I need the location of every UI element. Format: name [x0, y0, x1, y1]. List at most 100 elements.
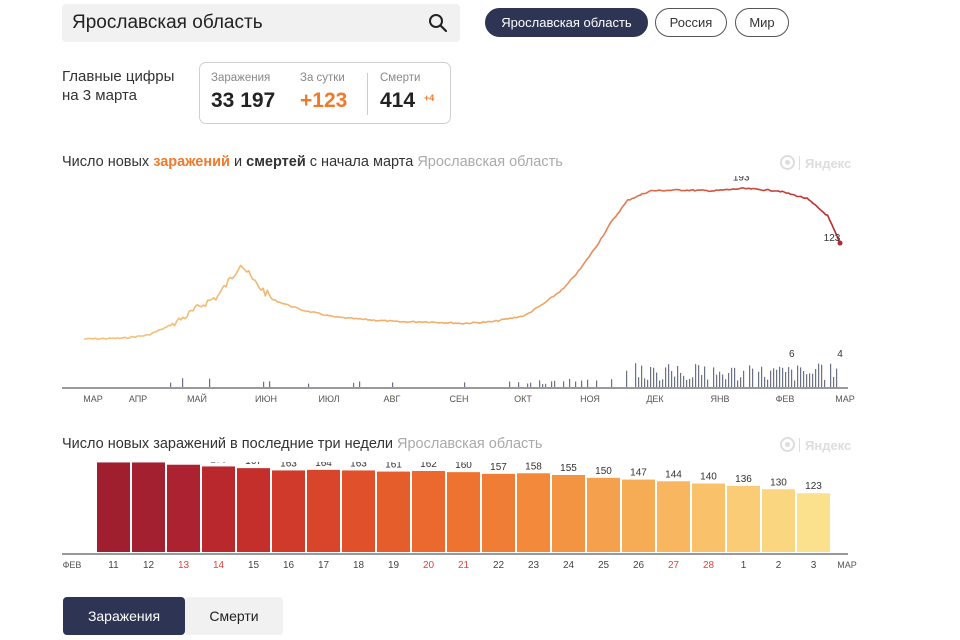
day-bar[interactable]: [587, 477, 620, 552]
day-bar[interactable]: [447, 472, 480, 552]
death-annotation-label: 4: [837, 349, 843, 360]
day-bar[interactable]: [272, 470, 305, 552]
death-bar: [692, 377, 694, 387]
death-bar: [719, 371, 721, 387]
death-bar: [308, 383, 310, 387]
day-bar[interactable]: [412, 471, 445, 552]
bar-day-label: 22: [493, 560, 505, 571]
infections-line: [84, 187, 841, 341]
death-bar: [650, 366, 652, 387]
day-bar[interactable]: [727, 485, 760, 552]
day-bar[interactable]: [237, 468, 270, 552]
death-bar: [509, 381, 511, 387]
death-bar: [758, 371, 760, 387]
deaths-delta: +4: [424, 93, 435, 103]
day-bar[interactable]: [132, 462, 165, 552]
death-bar: [626, 370, 628, 387]
death-bar: [737, 380, 739, 387]
day-bar[interactable]: [517, 473, 550, 552]
infections-label: Заражения: [211, 72, 271, 84]
death-bar: [734, 367, 736, 387]
death-bar: [596, 380, 598, 387]
day-bar[interactable]: [307, 469, 340, 552]
day-bar[interactable]: [622, 479, 655, 552]
death-bar: [668, 364, 670, 387]
tab-deaths[interactable]: Смерти: [185, 597, 283, 635]
death-bar: [767, 379, 769, 387]
death-bar: [779, 366, 781, 387]
bar-day-label: 18: [353, 560, 365, 571]
x-tick-label: ИЮЛ: [318, 394, 339, 404]
x-tick-label: АПР: [129, 394, 147, 404]
day-bar[interactable]: [657, 481, 690, 552]
bar-day-label: 13: [178, 560, 190, 571]
region-search[interactable]: Ярославская область: [62, 4, 460, 42]
region-button-russia[interactable]: Россия: [655, 8, 727, 37]
bar-day-label: 28: [703, 560, 715, 571]
bar-day-label: 15: [248, 560, 260, 571]
bar-day-label: 20: [423, 560, 435, 571]
death-bar: [770, 370, 772, 387]
death-bar: [689, 378, 691, 387]
bar-day-label: 26: [633, 560, 645, 571]
death-bar: [644, 378, 646, 387]
death-bar: [464, 382, 466, 387]
death-bar: [686, 379, 688, 387]
death-bar: [797, 365, 799, 387]
death-bar: [803, 370, 805, 387]
three-week-bar-chart: 1771771731701671631641631611621601571581…: [62, 462, 857, 571]
death-bar: [707, 379, 709, 387]
bar-value-label: 144: [665, 469, 682, 480]
bar-day-label: 23: [528, 560, 540, 571]
death-bar: [818, 363, 820, 387]
search-icon[interactable]: [428, 13, 448, 33]
x-tick-label: НОЯ: [580, 394, 600, 404]
bar-value-label: 147: [630, 468, 647, 479]
death-bar: [653, 367, 655, 387]
day-bar[interactable]: [692, 483, 725, 552]
bar-chart-region: Ярославская область: [397, 436, 543, 452]
day-bar[interactable]: [762, 489, 795, 552]
death-bar: [569, 378, 571, 387]
bar-day-label: 27: [668, 560, 680, 571]
death-bar: [554, 380, 556, 387]
death-bar: [815, 368, 817, 387]
region-button-world[interactable]: Мир: [735, 8, 789, 37]
day-bar[interactable]: [167, 464, 200, 552]
death-bar: [575, 381, 577, 387]
death-bar: [833, 376, 835, 387]
day-bar[interactable]: [97, 462, 130, 552]
day-bar[interactable]: [797, 493, 830, 552]
day-bar[interactable]: [342, 470, 375, 552]
death-bar: [638, 377, 640, 387]
death-bar: [641, 365, 643, 387]
death-bar: [743, 370, 745, 387]
line-chart-region: Ярославская область: [417, 154, 563, 170]
death-bar: [587, 379, 589, 387]
summary-stats: Заражения 33 197 За сутки +123 Смерти 41…: [199, 62, 451, 124]
death-bar: [677, 365, 679, 387]
death-bar: [659, 380, 661, 387]
bar-day-label: 17: [318, 560, 330, 571]
day-bar[interactable]: [482, 473, 515, 552]
day-bar[interactable]: [552, 474, 585, 552]
tab-infections[interactable]: Заражения: [63, 597, 185, 635]
death-bar: [635, 363, 637, 387]
line-chart-title: Число новых заражений и смертей с начала…: [62, 154, 563, 170]
day-bar[interactable]: [202, 466, 235, 552]
bar-day-label: 12: [143, 560, 155, 571]
bar-day-label: 11: [108, 560, 119, 571]
deaths-value: 414: [380, 89, 416, 112]
search-input[interactable]: Ярославская область: [72, 12, 263, 33]
death-bar: [581, 380, 583, 387]
yandex-logo-icon: [780, 155, 795, 170]
bar-day-label: 24: [563, 560, 575, 571]
day-bar[interactable]: [377, 471, 410, 552]
death-bar: [182, 378, 184, 387]
bar-day-label: 3: [811, 560, 817, 571]
death-bar: [791, 369, 793, 387]
region-button-yaroslavl[interactable]: Ярославская область: [485, 8, 648, 37]
bar-day-label: 16: [283, 560, 295, 571]
x-tick-label: ЯНВ: [710, 394, 729, 404]
bar-value-label: 130: [770, 477, 787, 488]
